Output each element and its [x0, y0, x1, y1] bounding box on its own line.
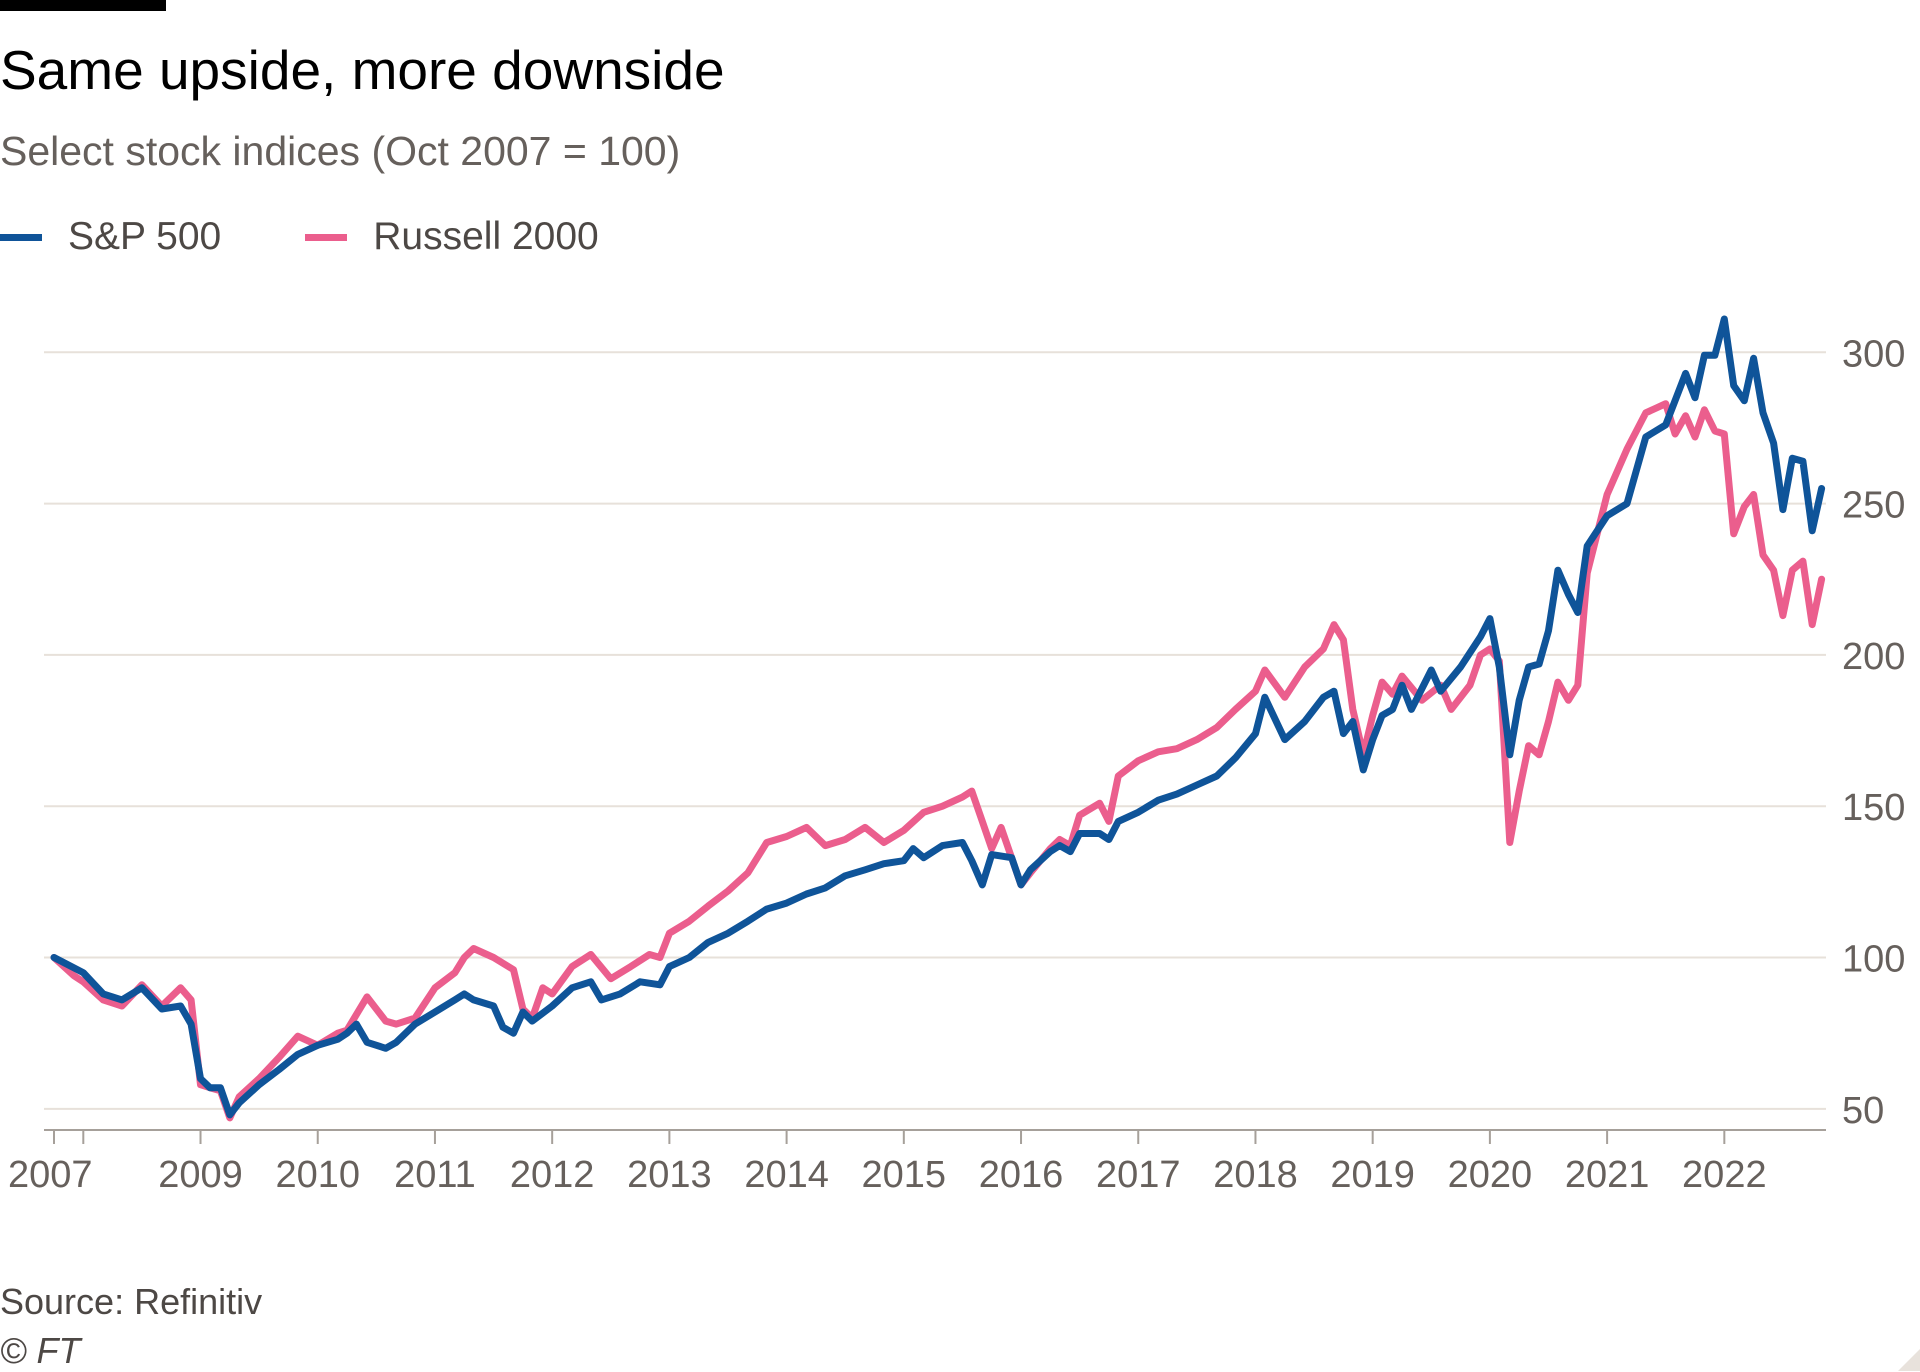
legend-item-sp500: S&P 500 — [0, 215, 221, 259]
y-tick-label-150: 150 — [1842, 787, 1905, 829]
series-line-sp500 — [50, 315, 1826, 1119]
legend-label-russell: Russell 2000 — [373, 215, 599, 258]
x-tick-label-2010: 2010 — [275, 1154, 360, 1196]
x-tick-label-2020: 2020 — [1448, 1154, 1533, 1196]
x-tick-label-2019: 2019 — [1330, 1154, 1415, 1196]
ft-top-bar — [0, 0, 166, 11]
y-tick-label-200: 200 — [1842, 636, 1905, 678]
series-line-russell2000 — [50, 400, 1826, 1122]
chart-subtitle: Select stock indices (Oct 2007 = 100) — [0, 128, 681, 174]
x-tick-label-2012: 2012 — [510, 1154, 595, 1196]
x-tick-label-2016: 2016 — [979, 1154, 1064, 1196]
y-tick-label-100: 100 — [1842, 939, 1905, 981]
legend-label-sp500: S&P 500 — [68, 215, 222, 258]
y-tick-label-250: 250 — [1842, 485, 1905, 527]
y-tick-label-50: 50 — [1842, 1090, 1884, 1132]
legend-swatch-sp500 — [0, 233, 42, 241]
legend-item-russell: Russell 2000 — [305, 215, 599, 259]
x-tick-label-2021: 2021 — [1565, 1154, 1650, 1196]
x-tick-label-2009: 2009 — [158, 1154, 243, 1196]
x-tick-label-2022: 2022 — [1682, 1154, 1767, 1196]
legend-swatch-russell — [305, 233, 348, 241]
chart-title: Same upside, more downside — [0, 39, 725, 101]
line-chart: 50 100 150 200 250 300 2007 2009 2010 2011 2012 201… — [8, 315, 1905, 1196]
x-tick-label-2011: 2011 — [394, 1154, 476, 1196]
x-tick-label-2014: 2014 — [744, 1154, 829, 1196]
x-tick-label-2018: 2018 — [1213, 1154, 1298, 1196]
x-tick-label-2013: 2013 — [627, 1154, 712, 1196]
x-tick-label-2017: 2017 — [1096, 1154, 1181, 1196]
y-tick-label-300: 300 — [1842, 333, 1905, 375]
copyright-note: © FT — [0, 1330, 81, 1371]
x-tick-label-2007: 2007 — [8, 1154, 93, 1196]
source-note: Source: Refinitiv — [0, 1281, 263, 1322]
x-tick-label-2015: 2015 — [862, 1154, 947, 1196]
corner-mark — [1898, 1349, 1920, 1371]
chart-legend: S&P 500 Russell 2000 — [0, 212, 683, 262]
